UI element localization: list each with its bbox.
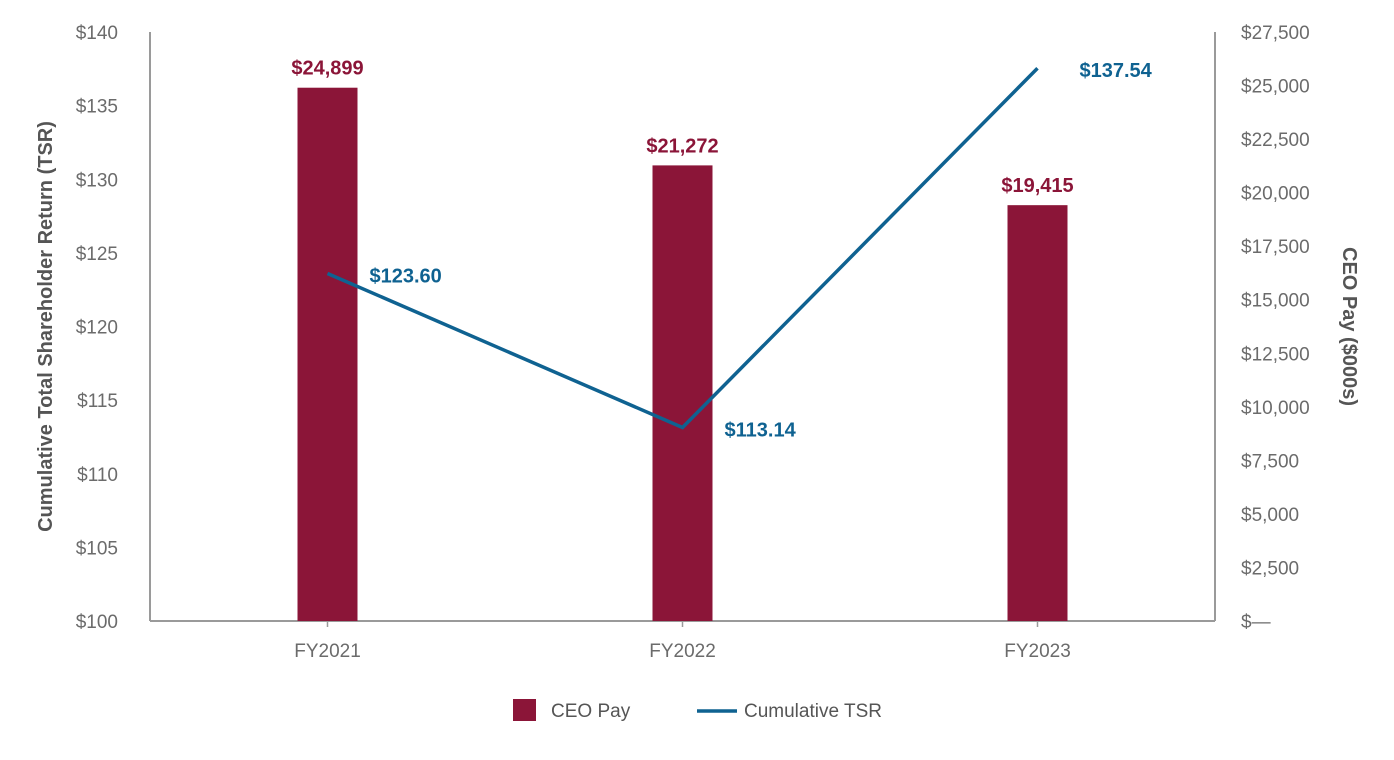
right-tick-label: $12,500: [1241, 344, 1310, 365]
right-tick-label: $27,500: [1241, 23, 1310, 44]
right-tick-label: $17,500: [1241, 237, 1310, 258]
right-tick-label: $5,000: [1241, 505, 1299, 526]
tsr-value-label: $137.54: [1080, 60, 1153, 82]
ceo-pay-bar: [297, 87, 358, 622]
ceo-pay-bar: [1007, 205, 1068, 621]
ceo-pay-bar: [652, 165, 713, 621]
left-tick-label: $135: [76, 97, 118, 118]
right-tick-label: $2,500: [1241, 558, 1299, 579]
tsr-value-label: $113.14: [725, 420, 797, 442]
tsr-value-label: $123.60: [370, 265, 442, 287]
right-tick-label: $25,000: [1241, 77, 1310, 98]
ceo-pay-value-label: $24,899: [291, 58, 363, 80]
legend-ceo-pay-swatch: [513, 699, 536, 721]
x-tick-label: FY2023: [1004, 641, 1071, 662]
right-tick-label: $20,000: [1241, 184, 1310, 205]
ceo-pay-value-label: $21,272: [646, 135, 718, 157]
legend-ceo-pay-label: CEO Pay: [551, 701, 631, 722]
left-tick-label: $100: [76, 612, 118, 633]
ceo-pay-value-label: $19,415: [1001, 175, 1073, 197]
right-tick-label: $7,500: [1241, 451, 1299, 472]
left-tick-label: $115: [77, 391, 118, 412]
left-axis-title: Cumulative Total Shareholder Return (TSR…: [35, 121, 57, 532]
left-tick-label: $105: [76, 538, 118, 559]
left-tick-label: $125: [76, 244, 118, 265]
right-tick-label: $10,000: [1241, 398, 1310, 419]
data-labels: $24,899 $21,272 $19,415 $123.60 $113.14 $137.…: [291, 58, 1152, 442]
right-tick-label: $15,000: [1241, 291, 1310, 312]
bars: [297, 87, 1068, 622]
tsr-line-group: [326, 66, 1039, 430]
left-tick-label: $130: [76, 170, 118, 191]
x-tick-label: FY2021: [294, 641, 361, 662]
x-tick-label: FY2022: [649, 641, 716, 662]
left-tick-label: $110: [77, 465, 118, 486]
right-tick-label: $22,500: [1241, 130, 1310, 151]
legend: CEO Pay Cumulative TSR: [513, 699, 882, 722]
right-tick-label: $—: [1241, 612, 1271, 633]
left-tick-label: $120: [76, 318, 118, 339]
legend-tsr-label: Cumulative TSR: [744, 701, 882, 722]
left-tick-label: $140: [76, 23, 118, 44]
axes: $100 $105 $110 $115 $120 $125 $130 $135 $140 $— $2…: [35, 23, 1360, 662]
right-axis-title: CEO Pay ($000s): [1338, 247, 1360, 406]
